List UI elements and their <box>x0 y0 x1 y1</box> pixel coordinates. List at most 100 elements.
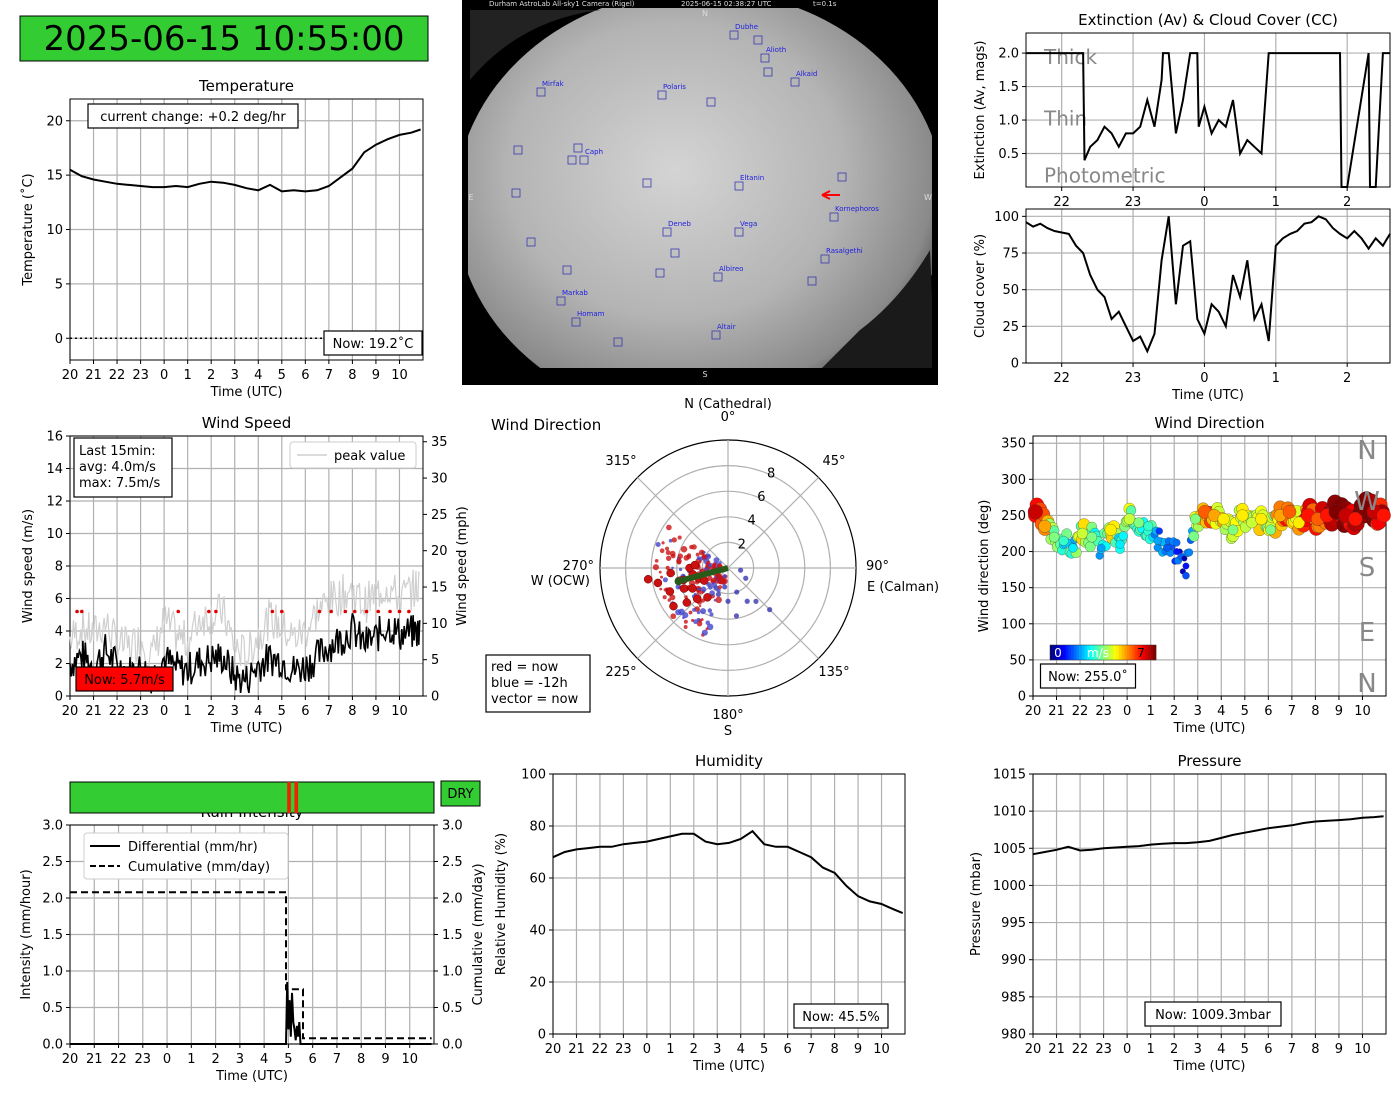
wind_direction-xtick-label: 5 <box>1241 704 1249 719</box>
star-marker <box>662 227 672 237</box>
polar-recent-point <box>682 598 692 607</box>
pressure-xtick-label: 5 <box>1241 1042 1249 1057</box>
star-marker-unlabeled <box>562 265 572 275</box>
star-label: Dubhe <box>735 23 758 31</box>
polar-history-point <box>701 554 707 559</box>
temperature-xtick-label: 5 <box>278 368 286 383</box>
temperature-ytick-label: 10 <box>46 223 63 238</box>
wind_direction-title: Wind Direction <box>1154 414 1264 432</box>
wind_direction-xtick-label: 10 <box>1354 704 1371 719</box>
star-label: Deneb <box>668 220 691 228</box>
extinction-chart: 0.5 1.0 1.5 2.0 22 23 0 1 2 Extinction (Av) & Clo… <box>973 11 1391 210</box>
polar-history-point <box>665 565 670 570</box>
star-marker <box>829 212 839 222</box>
polar-history-point <box>683 619 688 624</box>
cloud_cover-ylabel: Cloud cover (%) <box>973 234 988 338</box>
polar-history-point <box>708 585 713 590</box>
pressure-ytick-label: 995 <box>1001 916 1026 931</box>
rain-xtick-label: 7 <box>333 1052 341 1067</box>
wind-colorbar-segment <box>1055 645 1059 660</box>
star-label: Kornephoros <box>835 205 879 213</box>
rain-xtick-label: 20 <box>62 1052 79 1067</box>
extinction-line <box>1026 52 1390 188</box>
wind-dir-main-point <box>1076 527 1089 540</box>
rain-right-tick-label: 2.0 <box>442 892 463 907</box>
wind-colorbar-segment <box>1081 645 1085 660</box>
wind-right-ylabel: Wind speed (mph) <box>455 506 470 626</box>
rain-xtick-label: 2 <box>211 1052 219 1067</box>
star-marker <box>820 254 830 264</box>
wind-dir-main-point <box>1153 536 1162 545</box>
rain-ytick-label: 0.5 <box>42 1001 63 1016</box>
wind-gust-marker <box>79 609 84 614</box>
wind-gust-marker <box>352 609 357 614</box>
temperature-title: Temperature <box>198 77 294 95</box>
temperature-ytick-label: 0 <box>55 332 63 347</box>
wind-colorbar-segment <box>1089 645 1093 660</box>
allsky-exposure: t=0.1s <box>813 0 837 8</box>
wind_speed-ytick-label: 0 <box>55 690 63 705</box>
wind_speed-ytick-label: 14 <box>46 462 63 477</box>
wind_direction-ytick-label: 350 <box>1001 437 1026 452</box>
polar-history-point <box>692 607 696 612</box>
star-marker-unlabeled <box>526 237 536 247</box>
temperature-xtick-label: 3 <box>231 368 239 383</box>
humidity-ytick-label: 0 <box>538 1028 546 1043</box>
rain-xtick-label: 3 <box>236 1052 244 1067</box>
star-label: Rasalgethi <box>826 247 863 255</box>
wind-gust-marker <box>270 609 275 614</box>
extinction-ylabel: Extinction (Av, mags) <box>973 41 988 180</box>
humidity-ytick-label: 80 <box>529 820 546 835</box>
polar-old-point <box>744 598 750 604</box>
wind-dir-main-point <box>1038 519 1052 533</box>
wind_speed-xtick-label: 2 <box>207 704 215 719</box>
pressure-xtick-label: 22 <box>1072 1042 1089 1057</box>
polar-history-point <box>659 548 665 554</box>
star-marker <box>579 155 589 165</box>
wind_direction-ylabel: Wind direction (deg) <box>977 500 992 633</box>
pressure-xtick-label: 4 <box>1217 1042 1225 1057</box>
wind_speed-xtick-label: 9 <box>372 704 380 719</box>
polar-history-point <box>698 560 702 563</box>
pressure-xtick-label: 20 <box>1025 1042 1042 1057</box>
temperature-annotation-box <box>87 103 299 129</box>
temperature-xtick-label: 8 <box>348 368 356 383</box>
rain-xtick-label: 8 <box>357 1052 365 1067</box>
wind-colorbar-segment <box>1153 645 1157 660</box>
extinction-ytick-label: 1.0 <box>998 114 1019 129</box>
temperature-xtick-label: 6 <box>301 368 309 383</box>
temperature-xtick-label: 0 <box>160 368 168 383</box>
humidity-xtick-label: 20 <box>545 1042 562 1057</box>
wind-colorbar-segment <box>1124 645 1128 660</box>
wind_speed-axes-frame <box>69 435 424 697</box>
humidity-xtick-label: 4 <box>737 1042 745 1057</box>
polar-old-point <box>733 613 740 619</box>
rain-xtick-label: 21 <box>86 1052 103 1067</box>
wind-colorbar-segment <box>1050 645 1053 660</box>
polar-legend-line: blue = -12h <box>491 676 568 691</box>
polar-history-point <box>709 590 715 596</box>
pressure-ylabel: Pressure (mbar) <box>969 852 984 956</box>
allsky-camera[interactable]: Durham AstroLab All-sky1 Camera (Rigel) … <box>455 0 945 420</box>
wind_direction-xtick-label: 22 <box>1072 704 1089 719</box>
humidity-ytick-label: 40 <box>529 924 546 939</box>
wind_speed-xtick-label: 3 <box>231 704 239 719</box>
polar-history-point <box>722 574 727 579</box>
temperature-now-label: Now: 19.2˚C <box>333 336 414 352</box>
wind-colorbar-segment <box>1057 645 1061 660</box>
polar-spoke <box>727 567 819 659</box>
polar-old-point <box>767 607 773 613</box>
wind_speed-title: Wind Speed <box>202 414 292 432</box>
star-label: Vega <box>740 220 757 228</box>
wind-gust-marker <box>214 609 218 614</box>
star-label: Albireo <box>719 265 743 273</box>
polar-recent-point <box>666 568 675 578</box>
polar-history-point <box>668 538 673 543</box>
humidity-ytick-label: 60 <box>529 872 546 887</box>
wind-right-tick-label: 10 <box>431 617 448 632</box>
wind-dir-main-point <box>1133 517 1145 528</box>
polar-history-point <box>711 582 718 589</box>
